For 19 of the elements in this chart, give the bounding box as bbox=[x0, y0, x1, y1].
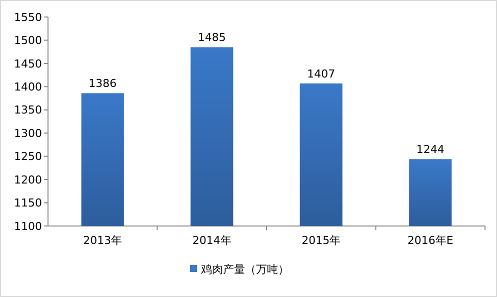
y-tick-label: 1200 bbox=[14, 173, 42, 186]
y-tick-label: 1450 bbox=[14, 57, 42, 70]
legend-label: 鸡肉产量（万吨） bbox=[200, 262, 289, 276]
y-tick-label: 1300 bbox=[14, 126, 42, 140]
y-tick-label: 1500 bbox=[14, 34, 42, 48]
data-label: 1386 bbox=[88, 77, 117, 90]
x-tick-label: 2013年 bbox=[83, 234, 122, 247]
y-tick-label: 1400 bbox=[14, 80, 42, 94]
y-tick-label: 1150 bbox=[14, 196, 42, 210]
y-tick-label: 1100 bbox=[14, 220, 42, 233]
data-label: 1244 bbox=[416, 143, 444, 156]
x-tick-label: 2016年E bbox=[407, 234, 454, 247]
x-tick-label: 2014年 bbox=[192, 234, 232, 247]
x-tick-label: 2015年 bbox=[302, 234, 341, 247]
y-tick-label: 1350 bbox=[14, 104, 42, 117]
data-label: 1407 bbox=[307, 67, 336, 80]
y-tick-label: 1550 bbox=[14, 10, 42, 24]
data-label: 1485 bbox=[198, 31, 226, 44]
y-tick-label: 1250 bbox=[14, 150, 42, 164]
